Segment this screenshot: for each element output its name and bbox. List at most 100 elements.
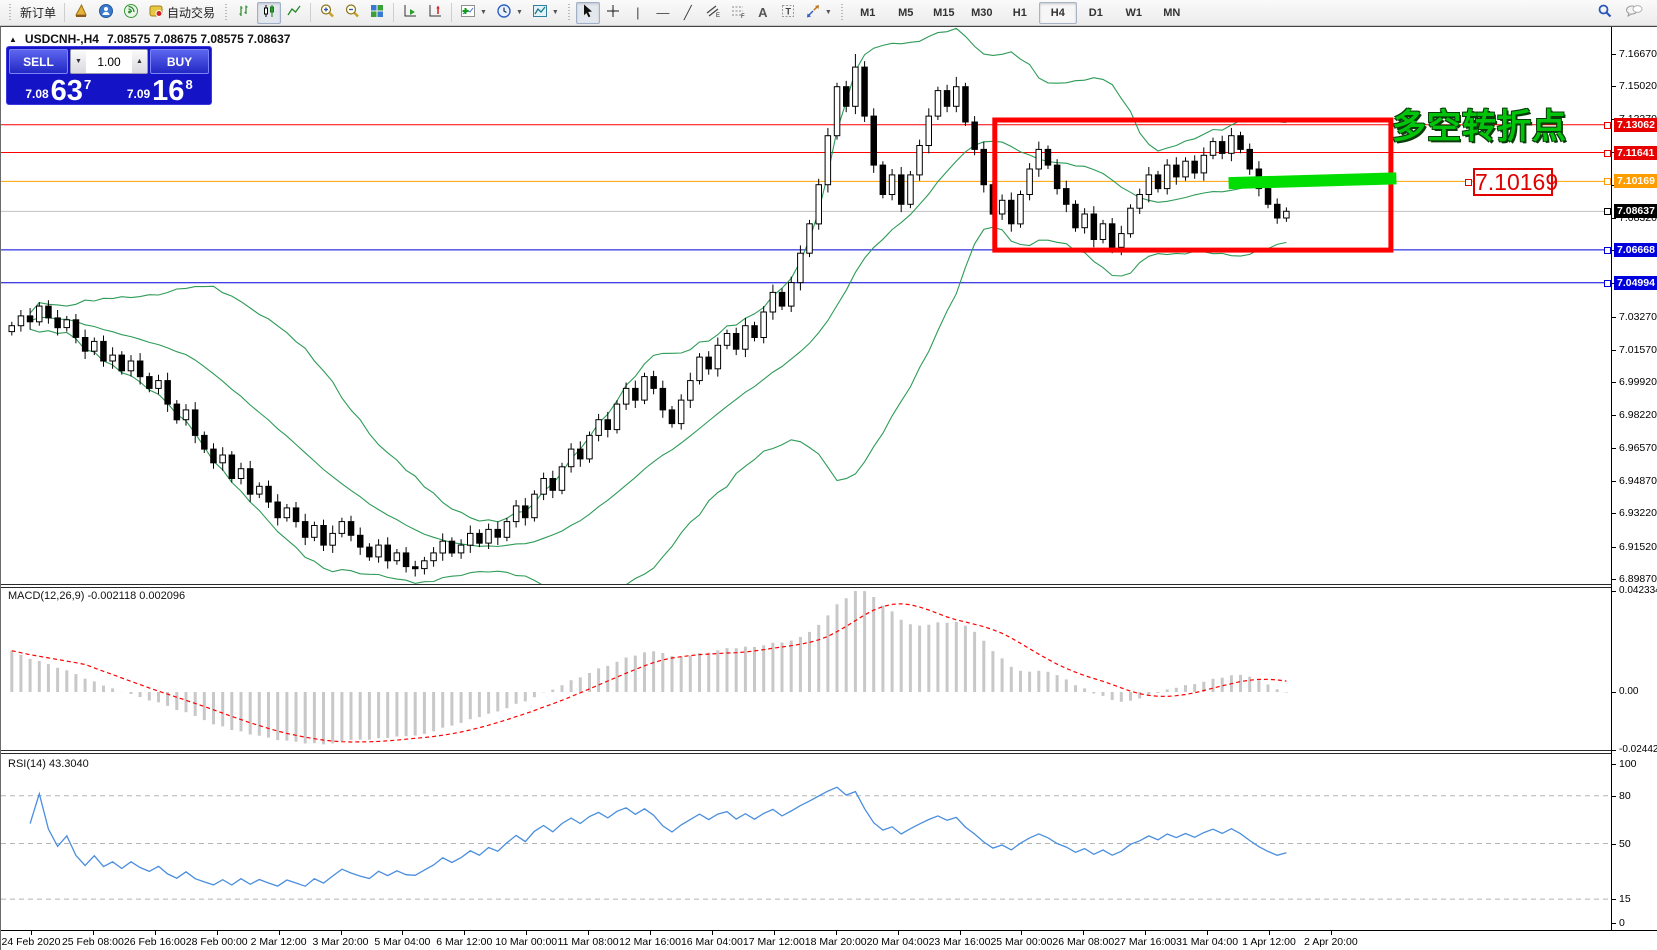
axis-tick	[1612, 546, 1616, 548]
timeframe-w1-button[interactable]: W1	[1125, 6, 1143, 19]
rsi-label: RSI(14) 43.3040	[8, 758, 89, 770]
time-tick-label: 26 Mar 08:00	[1052, 936, 1115, 948]
time-tick	[650, 931, 651, 935]
time-tick	[1269, 931, 1270, 935]
candlestick-button[interactable]	[257, 1, 282, 24]
metaeditor-button[interactable]	[69, 2, 93, 24]
sell-price-display[interactable]: 7.08 63 7	[25, 75, 92, 107]
time-tick-label: 28 Feb 00:00	[185, 936, 248, 948]
current-price-label: 7.08637	[1614, 204, 1657, 219]
toolbar-grip[interactable]	[566, 3, 572, 22]
community-button[interactable]	[94, 2, 118, 24]
time-tick	[1207, 931, 1209, 935]
time-tick-label: 25 Feb 08:00	[61, 936, 124, 948]
trendline-button[interactable]: ╱	[676, 2, 700, 24]
timeframe-m5-button[interactable]: M5	[898, 6, 914, 19]
chat-button[interactable]	[1621, 2, 1647, 24]
time-tick	[154, 931, 156, 935]
text-label-button[interactable]: T	[776, 2, 800, 24]
person-cloud-icon	[98, 3, 114, 22]
pane-divider[interactable]	[1, 750, 1611, 754]
buy-price-display[interactable]: 7.09 16 8	[126, 75, 193, 107]
timeframe-m30-button[interactable]: M30	[971, 6, 993, 19]
vertical-line-button[interactable]: |	[626, 2, 650, 24]
shapes-button[interactable]: ▼	[801, 2, 836, 24]
line-chart-button[interactable]	[282, 2, 306, 24]
time-tick-label: 25 Mar 00:00	[990, 936, 1053, 948]
price-axis[interactable]: 7.166707.150207.133707.116707.099707.083…	[1604, 27, 1657, 930]
periods-button[interactable]: ▼	[492, 2, 527, 24]
search-button[interactable]	[1593, 2, 1617, 24]
auto-scroll-button[interactable]	[398, 2, 422, 24]
volume-input[interactable]	[86, 50, 132, 73]
indicators-button[interactable]: ▼	[456, 2, 491, 24]
timeframe-d1-button[interactable]: D1	[1088, 6, 1103, 19]
level-marker	[1604, 121, 1611, 129]
chart-canvas[interactable]	[1, 27, 1657, 930]
time-tick	[216, 931, 218, 935]
arrows-icon	[805, 3, 821, 22]
timeframe-h1-button[interactable]: H1	[1012, 6, 1027, 19]
volume-increase-button[interactable]: ▲	[132, 50, 147, 73]
axis-tick-label: 7.03270	[1619, 310, 1657, 323]
templates-button[interactable]: ▼	[528, 2, 563, 24]
time-tick	[588, 931, 590, 935]
time-tick-label: 31 Mar 04:00	[1176, 936, 1239, 948]
svg-text:F: F	[741, 14, 745, 19]
timeframe-h4-button[interactable]: H4	[1038, 1, 1077, 24]
time-axis[interactable]: 24 Feb 2020 25 Feb 08:00 26 Feb 16:00 28 Fe…	[1, 930, 1657, 950]
toolbar-separator	[451, 3, 453, 22]
new-order-button[interactable]: 新订单	[16, 2, 60, 24]
channel-button[interactable]: E	[701, 2, 725, 24]
level-price-label: 7.06668	[1614, 242, 1657, 257]
timeframe-m15-button[interactable]: M15	[933, 6, 955, 19]
zoom-out-button[interactable]	[340, 2, 364, 24]
sell-button[interactable]: SELL	[9, 49, 68, 74]
ohlc-readout: 7.08575 7.08675 7.08575 7.08637	[106, 32, 291, 46]
time-tick	[402, 931, 404, 935]
chart-shift-button[interactable]	[423, 2, 447, 24]
bar-chart-button[interactable]	[232, 2, 256, 24]
turning-point-annotation[interactable]: 多空转折点	[1392, 108, 1567, 146]
cursor-button[interactable]	[575, 1, 600, 24]
signals-button[interactable]	[119, 2, 143, 24]
toolbar-grip[interactable]	[7, 3, 12, 22]
autotrading-button[interactable]: 自动交易	[144, 2, 219, 24]
cursor-icon	[580, 3, 596, 22]
search-icon	[1597, 3, 1613, 22]
toolbar-grip[interactable]	[223, 3, 229, 22]
dropdown-caret-icon: ▼	[480, 9, 487, 16]
time-tick-label: 2 Apr 20:00	[1304, 936, 1358, 948]
svg-text:T: T	[785, 7, 791, 17]
crosshair-button[interactable]	[601, 2, 625, 24]
chart-shift-icon	[427, 3, 443, 22]
line-chart-icon	[286, 3, 302, 22]
crosshair-icon	[605, 3, 621, 22]
tile-windows-button[interactable]	[365, 2, 389, 24]
time-tick	[1330, 931, 1332, 935]
time-tick-label: 16 Mar 04:00	[680, 936, 743, 948]
level-price-label: 7.10169	[1614, 174, 1657, 189]
chat-bubbles-icon	[1625, 3, 1643, 22]
axis-tick	[1612, 750, 1616, 752]
rsi-axis-label: 100	[1619, 758, 1637, 770]
text-button[interactable]: A	[751, 2, 775, 24]
time-tick	[1083, 931, 1085, 935]
pane-divider[interactable]	[1, 584, 1611, 588]
chart-window: ▲ USDCNH-,H4 7.08575 7.08675 7.08575 7.0…	[0, 26, 1657, 950]
price-callout-label[interactable]: 7.10169	[1465, 168, 1559, 197]
axis-tick	[1612, 54, 1616, 55]
timeframe-mn-button[interactable]: MN	[1163, 6, 1181, 19]
fibonacci-button[interactable]: F	[726, 2, 750, 24]
macd-axis-label: -0.02442	[1619, 744, 1657, 756]
toolbar-grip[interactable]	[839, 3, 845, 22]
horizontal-line-button[interactable]: —	[651, 2, 675, 24]
zoom-in-button[interactable]	[315, 2, 339, 24]
buy-button[interactable]: BUY	[150, 49, 209, 74]
timeframe-m1-button[interactable]: M1	[860, 6, 876, 19]
indicators-plus-icon	[460, 3, 476, 22]
axis-tick	[1612, 795, 1616, 797]
chart-title: ▲ USDCNH-,H4 7.08575 7.08675 7.08575 7.0…	[9, 32, 290, 46]
volume-decrease-button[interactable]: ▼	[71, 50, 86, 73]
tile-windows-icon	[369, 3, 385, 22]
